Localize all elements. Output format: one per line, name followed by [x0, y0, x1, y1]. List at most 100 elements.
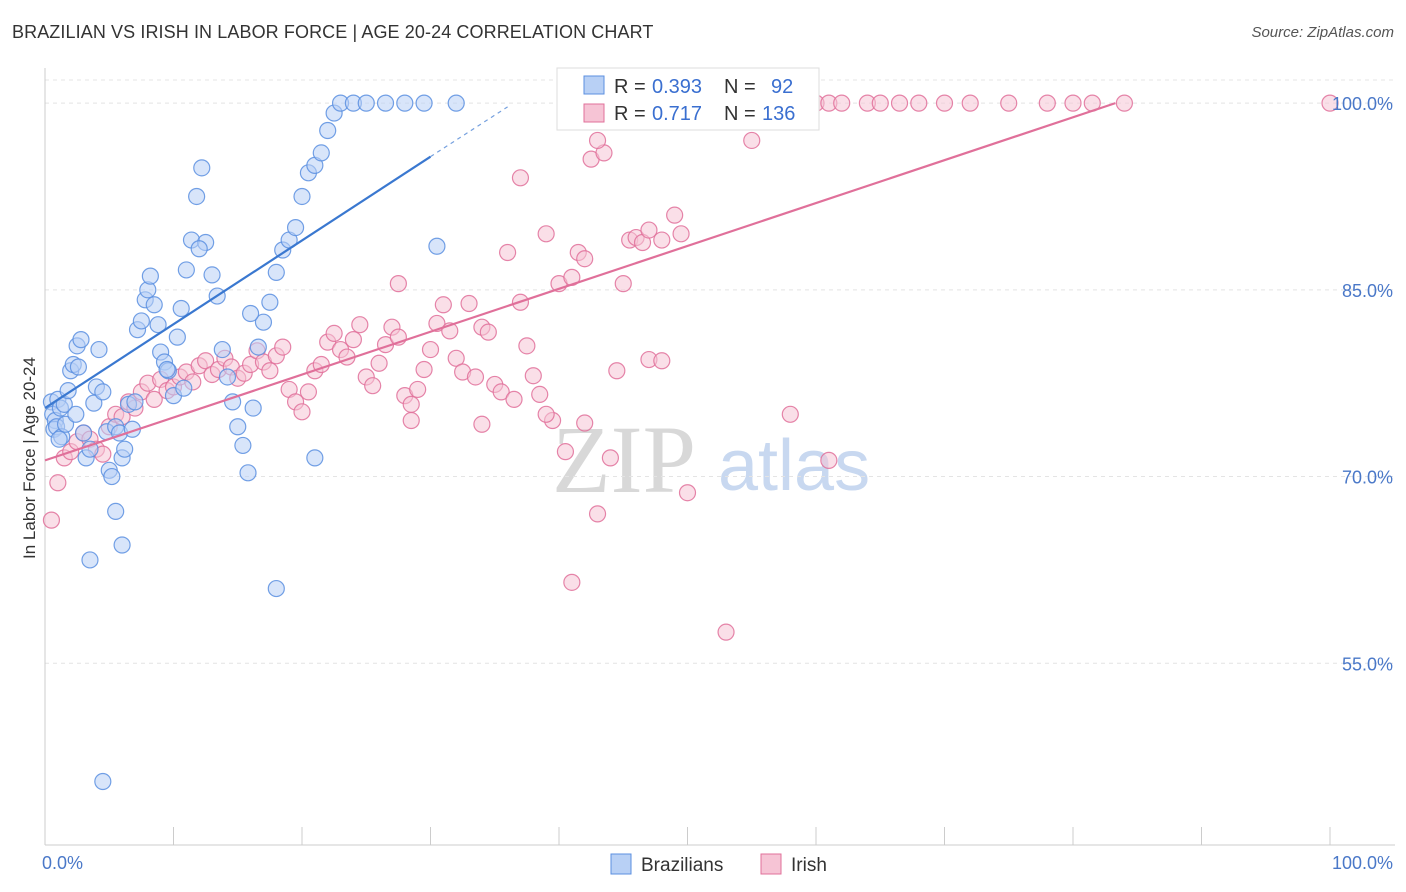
irish-point	[370, 354, 388, 372]
trend-lines	[44, 102, 1116, 462]
brazilian-point	[168, 328, 186, 346]
brazilian-point	[234, 436, 252, 455]
x-tick-label-max: 100.0%	[1332, 853, 1393, 873]
brazilian-point	[94, 383, 112, 401]
irish-point	[1038, 94, 1056, 112]
brazilian-point	[190, 240, 208, 258]
brazilian-point	[415, 94, 433, 112]
brazilian-point	[396, 94, 414, 112]
irish-point	[537, 405, 555, 423]
brazilian-points	[42, 94, 465, 791]
bottom-legend-swatch-brazilians	[610, 853, 632, 875]
y-axis-title: In Labor Force | Age 20-24	[20, 357, 39, 559]
brazilian-point	[224, 393, 242, 411]
brazilian-point	[319, 121, 337, 140]
brazilian-point	[293, 187, 311, 206]
brazilian-point	[218, 368, 237, 386]
brazilian-point	[126, 393, 144, 411]
brazilian-point	[74, 424, 93, 442]
legend-n-irish: 136	[762, 103, 795, 125]
brazilian-point	[254, 313, 273, 331]
brazilian-point	[213, 340, 231, 359]
irish-point	[640, 221, 658, 239]
irish-point	[402, 395, 420, 413]
irish-point	[460, 294, 478, 313]
irish-point	[492, 383, 510, 401]
bottom-legend-swatch-irish	[760, 853, 782, 875]
brazilian-point	[175, 379, 193, 397]
irish-point	[1000, 94, 1018, 112]
irish-point	[666, 206, 684, 224]
legend-r-irish: 0.717	[652, 103, 702, 125]
watermark-zip: ZIP	[552, 406, 696, 513]
brazilian-point	[447, 94, 465, 112]
stats-legend: R = 0.393 N = 92 R = 0.717 N = 136	[556, 67, 820, 131]
irish-point	[499, 243, 517, 262]
legend-r-label-irish: R =	[614, 103, 646, 125]
irish-points	[42, 94, 1339, 641]
axes	[44, 68, 1395, 846]
brazilian-point	[113, 536, 131, 554]
brazilian-point	[357, 94, 375, 112]
irish-point	[364, 377, 382, 395]
legend-swatch-brazilians	[583, 75, 605, 95]
watermark-atlas: atlas	[718, 426, 870, 506]
legend-r-brazilians: 0.393	[652, 76, 702, 98]
irish-point	[1064, 94, 1082, 112]
brazilian-point	[286, 218, 305, 237]
brazilian-point	[229, 418, 247, 436]
brazilian-point	[67, 405, 85, 423]
irish-point	[344, 331, 362, 349]
brazilian-point	[306, 449, 324, 467]
series-legend: Brazilians Irish	[610, 853, 827, 876]
irish-point	[961, 94, 979, 112]
brazilian-point	[172, 299, 190, 318]
irish-point	[466, 368, 485, 386]
brazilian-point	[177, 261, 195, 279]
irish-point	[299, 383, 318, 401]
irish-point	[389, 275, 407, 293]
brazilian-point	[376, 94, 395, 112]
irish-point	[409, 380, 427, 399]
irish-point	[910, 94, 928, 112]
irish-point	[871, 94, 889, 112]
brazilian-point	[94, 772, 112, 791]
irish-point	[421, 340, 440, 359]
irish-point	[935, 94, 954, 112]
irish-point	[653, 231, 671, 249]
brazilian-point	[239, 464, 257, 482]
legend-swatch-irish	[583, 103, 605, 123]
chart-source: Source: ZipAtlas.com	[1251, 24, 1394, 41]
brazilian-point	[141, 267, 159, 285]
irish-point	[672, 225, 690, 243]
y-tick-label: 100.0%	[1332, 94, 1393, 114]
bottom-legend-irish: Irish	[791, 855, 827, 876]
brazilian-point	[249, 338, 267, 356]
irish-point	[601, 449, 620, 467]
brazilian-point	[149, 316, 167, 334]
legend-n-brazilians: 92	[771, 76, 793, 98]
bottom-legend-brazilians: Brazilians	[641, 855, 723, 876]
brazilian-point	[203, 266, 221, 284]
brazilian-point	[158, 360, 176, 379]
chart-title: BRAZILIAN VS IRISH IN LABOR FORCE | AGE …	[12, 22, 654, 42]
legend-n-label-brazilians: N =	[724, 76, 756, 98]
irish-point	[351, 316, 369, 334]
brazilian-point	[428, 237, 446, 255]
brazilian-point	[72, 331, 90, 349]
irish-point	[531, 385, 549, 403]
irish-point	[518, 337, 536, 355]
y-tick-label: 70.0%	[1342, 468, 1393, 488]
brazilian-point	[267, 579, 285, 598]
irish-point	[261, 362, 279, 380]
tick-labels: 55.0% 70.0% 85.0% 100.0% 0.0% 100.0%	[42, 94, 1393, 873]
irish-point	[588, 505, 607, 523]
brazilian-point	[244, 399, 262, 417]
irish-point	[402, 411, 420, 430]
irish-point	[42, 511, 61, 529]
irish-point	[293, 403, 311, 421]
irish-point	[576, 250, 594, 268]
irish-point	[833, 94, 851, 112]
irish-point	[473, 415, 491, 433]
